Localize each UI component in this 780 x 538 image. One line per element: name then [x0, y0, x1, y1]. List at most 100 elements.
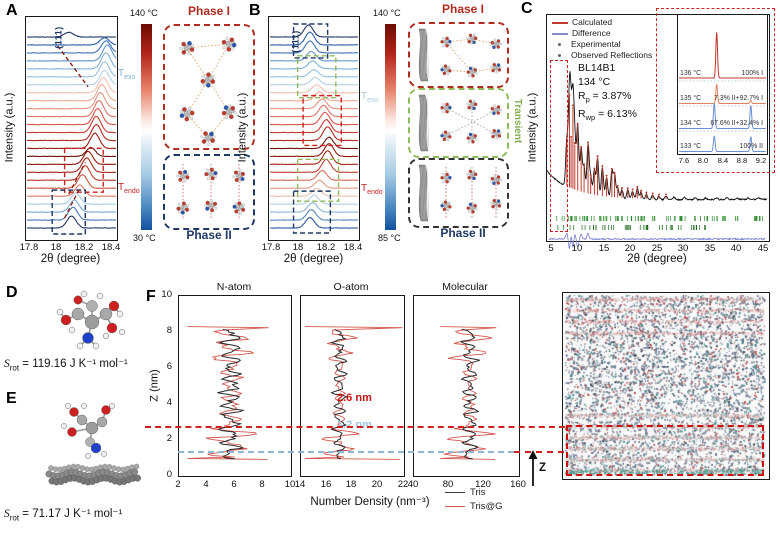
legend-calculated: Calculated — [552, 17, 612, 28]
x-tick-b: 17.8 — [261, 242, 281, 253]
x-tick-a: 17.8 — [19, 242, 39, 253]
x-tick-b: 18.4 — [343, 242, 363, 253]
x-tick-b: 18.2 — [316, 242, 336, 253]
colorbar-max-a: 140 °C — [130, 8, 158, 18]
legend-tris-g: Tris@G — [445, 501, 503, 512]
t-endo-label-a: Tendo — [118, 182, 140, 195]
rotational-entropy-d: Srot = 119.16 J K⁻¹ mol⁻¹ — [4, 358, 128, 373]
x-tick-c: 20 — [624, 243, 636, 254]
x-tick-f1: 10 — [284, 479, 296, 490]
interface-layer-dashed-box — [566, 425, 764, 476]
t-exo-label-b: Texo — [361, 91, 379, 104]
y-tick-f: 8 — [166, 325, 172, 336]
x-tick-f2: 14 — [294, 479, 306, 490]
phase1-structure-box-a — [163, 24, 255, 150]
density-profile-n-atom — [178, 295, 292, 477]
observed-reflections-dot-icon — [558, 54, 561, 58]
tris-line-icon — [445, 491, 465, 494]
x-axis-label-f: Number Density (nm⁻³) — [310, 496, 430, 508]
panel-d-label: D — [6, 284, 18, 301]
x-tick-a: 18.4 — [101, 242, 121, 253]
legend-tris: Tris — [445, 487, 485, 498]
x-tick-f2: 20 — [371, 479, 383, 490]
phase2-title-a: Phase II — [186, 228, 232, 242]
x-tick-b: 18 — [292, 242, 304, 253]
xrd-curves-a — [26, 31, 117, 235]
panel-a-label: A — [6, 2, 18, 19]
x-tick-c: 35 — [704, 243, 716, 254]
subplot-title-o-atom: O-atom — [333, 281, 369, 293]
inset-x-tick: 8.4 — [717, 156, 729, 165]
difference-line-icon — [552, 32, 568, 35]
calculated-line-icon — [552, 21, 568, 24]
subplot-title-n-atom: N-atom — [216, 281, 252, 293]
inset-temp-3: 134 °C — [680, 120, 702, 127]
x-tick-f2: 22 — [397, 479, 409, 490]
inset-comp-3: 67.6% II+32.4% I — [710, 120, 763, 127]
legend-experimental: Experimental — [552, 39, 621, 50]
tris-on-graphene-3d-model — [45, 403, 141, 486]
subplot-title-molecular: Molecular — [442, 281, 488, 293]
colorbar-min-a: 30 °C — [133, 233, 156, 243]
x-tick-f3: 160 — [510, 479, 526, 490]
phase1-title-a: Phase I — [187, 4, 231, 18]
x-tick-c: 5 — [548, 243, 554, 254]
y-tick-f: 6 — [166, 361, 172, 372]
density-profile-molecular — [413, 295, 520, 477]
xrd-stack-plot-b — [268, 16, 360, 241]
x-tick-f2: 16 — [320, 479, 332, 490]
phase1-crystal-structure-a — [179, 36, 237, 146]
z-2-6nm-dashed-line — [145, 426, 565, 428]
x-axis-label-a: 2θ (degree) — [40, 253, 101, 265]
z-axis-arrow-label: Z — [539, 462, 547, 474]
transient-structure-box-b — [408, 88, 509, 158]
inset-highlight-dashed-box — [656, 8, 775, 173]
region-of-interest-dashed-box — [550, 60, 568, 232]
y-tick-f: 10 — [161, 289, 172, 300]
panel-e-label: E — [6, 390, 17, 407]
y-tick-f: 4 — [166, 397, 172, 408]
phase1-crystal-structure-b — [418, 28, 502, 82]
y-tick-f: 2 — [166, 433, 172, 444]
inset-curves-c — [679, 32, 766, 152]
x-tick-c: 25 — [651, 243, 663, 254]
inset-plot-c — [677, 14, 768, 155]
panel-f-label: F — [146, 288, 156, 305]
phase1-structure-box-b — [408, 22, 509, 88]
y-tick-f: 0 — [166, 469, 172, 480]
inset-x-tick: 8.8 — [736, 156, 748, 165]
phase2-crystal-structure-b — [418, 164, 502, 222]
y-axis-label-b: Intensity (a.u.) — [236, 92, 249, 163]
experimental-dot-icon — [558, 43, 561, 47]
annotation-1-2-nm: 1.2 nm — [337, 419, 372, 431]
z-1-2nm-dashed-line — [178, 451, 514, 453]
inset-comp-2: 7.3% II+92.7% I — [714, 95, 763, 102]
x-tick-a: 18 — [50, 242, 62, 253]
inset-x-tick: 9.2 — [755, 156, 767, 165]
annotation-2-6-nm: 2.6 nm — [337, 392, 372, 404]
y-axis-label-a: Intensity (a.u.) — [3, 92, 16, 163]
x-tick-f3: 40 — [407, 479, 419, 490]
legend-observed-reflections: Observed Reflections — [552, 50, 652, 61]
inset-x-tick: 7.6 — [678, 156, 690, 165]
inset-x-tick: 8.0 — [697, 156, 709, 165]
x-tick-f1: 6 — [231, 479, 237, 490]
xrd-stack-plot-a — [25, 16, 118, 241]
rietveld-curves-c — [546, 71, 768, 249]
x-tick-f2: 18 — [345, 479, 357, 490]
phase2-title-b: Phase II — [440, 226, 486, 240]
transient-title-b: Transient — [512, 98, 523, 144]
panel-c-label: C — [521, 0, 533, 17]
rwp-value: Rwp = 6.13% — [578, 108, 637, 123]
md-simulation-snapshot — [562, 292, 770, 480]
inset-temp-4: 133 °C — [680, 143, 702, 150]
rp-value: Rp = 3.87% — [578, 90, 632, 105]
transient-crystal-structure-b — [418, 94, 502, 152]
x-tick-f1: 8 — [259, 479, 265, 490]
connector-dashed-line — [514, 451, 564, 453]
refinement-info: BL14B1 134 °C Rp = 3.87% Rwp = 6.13% — [578, 61, 637, 125]
colorbar-min-b: 85 °C — [378, 233, 401, 243]
inset-temp-2: 135 °C — [680, 95, 702, 102]
temperature-colorbar-a — [141, 24, 152, 230]
